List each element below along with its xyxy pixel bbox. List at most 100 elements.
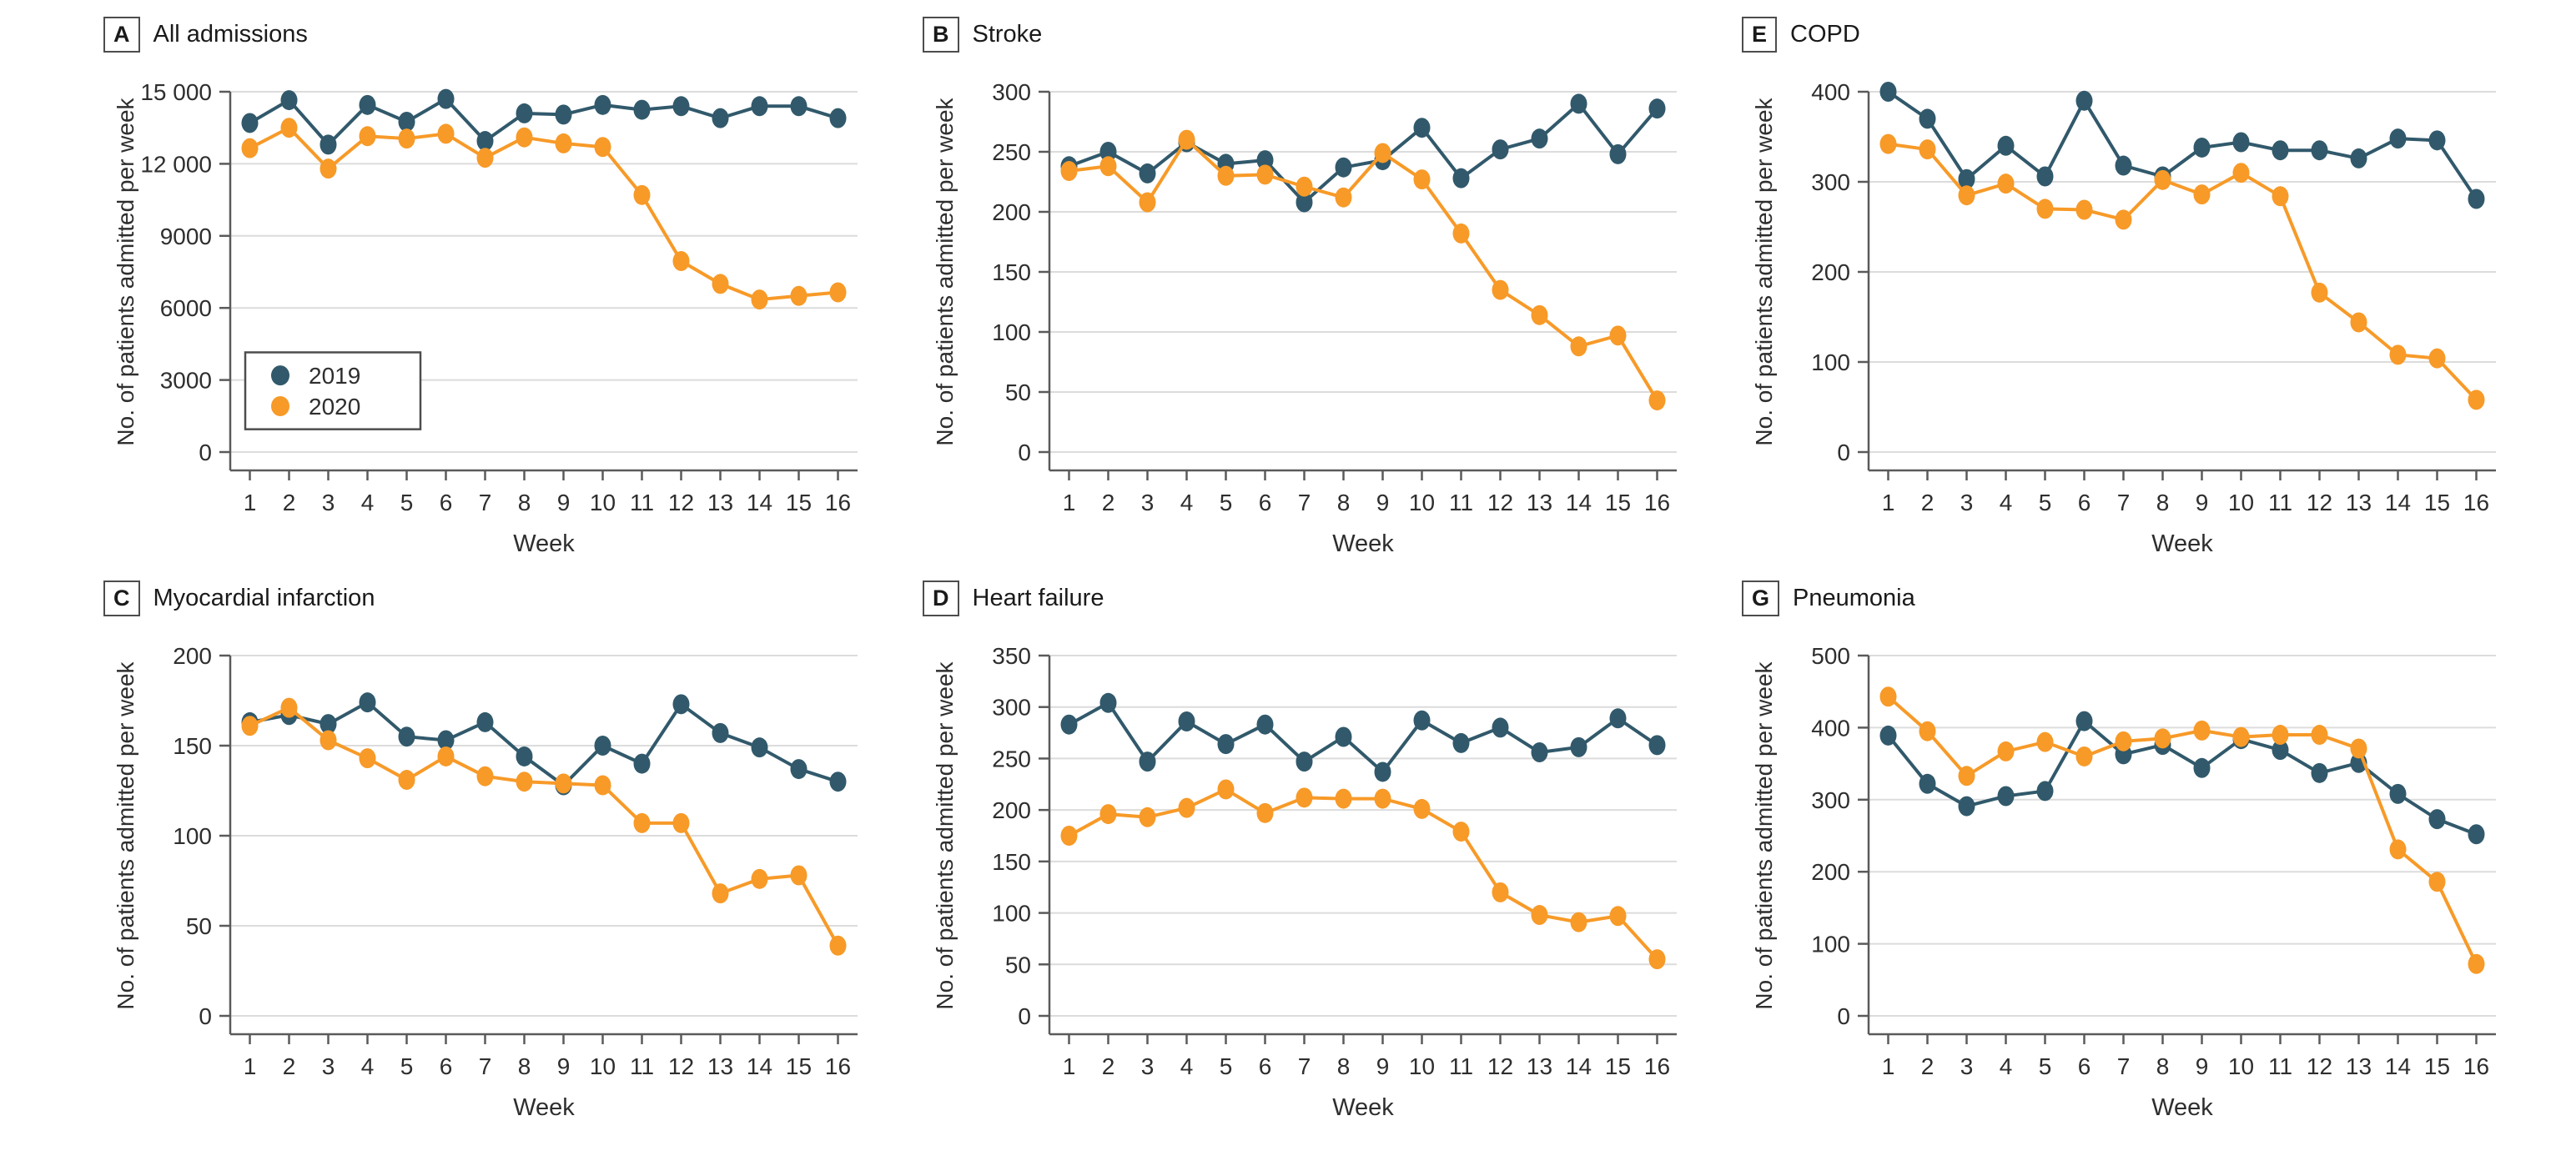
- panel-title: Heart failure: [972, 584, 1104, 611]
- svg-text:350: 350: [992, 643, 1031, 669]
- svg-text:100: 100: [992, 319, 1031, 345]
- svg-text:3: 3: [1141, 490, 1155, 515]
- svg-text:13: 13: [2346, 1053, 2372, 1079]
- svg-text:8: 8: [1337, 490, 1351, 515]
- svg-text:150: 150: [173, 733, 212, 759]
- svg-text:16: 16: [825, 1053, 851, 1079]
- svg-text:15: 15: [2424, 1053, 2450, 1079]
- svg-text:4: 4: [2000, 1053, 2013, 1079]
- svg-text:10: 10: [2228, 1053, 2254, 1079]
- svg-text:200: 200: [173, 643, 212, 669]
- svg-text:14: 14: [2385, 1053, 2411, 1079]
- panel-letter-badge: D: [923, 580, 959, 616]
- svg-text:3: 3: [322, 1053, 335, 1079]
- svg-text:0: 0: [1837, 440, 1850, 465]
- svg-text:12 000: 12 000: [140, 151, 212, 177]
- svg-text:5: 5: [1220, 490, 1233, 515]
- svg-text:9: 9: [2196, 490, 2209, 515]
- svg-text:12: 12: [1487, 490, 1513, 515]
- svg-text:2: 2: [1102, 1053, 1115, 1079]
- panel-title: COPD: [1790, 20, 1860, 48]
- svg-text:4: 4: [1180, 490, 1194, 515]
- y-axis-label: No. of patients admitted per week: [1751, 661, 1777, 1009]
- svg-text:250: 250: [992, 746, 1031, 771]
- svg-text:500: 500: [1811, 643, 1850, 669]
- svg-text:16: 16: [1644, 1053, 1670, 1079]
- svg-text:6: 6: [1259, 490, 1272, 515]
- svg-text:300: 300: [992, 695, 1031, 721]
- panel-letter-badge: A: [103, 16, 140, 53]
- svg-text:100: 100: [992, 901, 1031, 927]
- x-axis-label: Week: [2151, 530, 2213, 557]
- legend-box: [244, 351, 422, 430]
- svg-text:5: 5: [2039, 1053, 2052, 1079]
- svg-text:8: 8: [2156, 1053, 2170, 1079]
- svg-text:6: 6: [2078, 1053, 2091, 1079]
- svg-text:13: 13: [707, 490, 733, 515]
- svg-text:11: 11: [630, 1053, 654, 1079]
- svg-text:13: 13: [1527, 490, 1552, 515]
- svg-text:10: 10: [590, 490, 616, 515]
- svg-text:1: 1: [1063, 490, 1076, 515]
- svg-text:9: 9: [2196, 1053, 2209, 1079]
- svg-text:15: 15: [1605, 490, 1631, 515]
- svg-text:11: 11: [630, 490, 654, 515]
- svg-text:0: 0: [1018, 1003, 1031, 1029]
- svg-text:12: 12: [2307, 490, 2332, 515]
- svg-text:5: 5: [400, 490, 414, 515]
- legend-marker-2020: [271, 395, 289, 416]
- svg-text:12: 12: [1487, 1053, 1513, 1079]
- svg-text:15: 15: [2424, 490, 2450, 515]
- panel-d-heart-failure: D Heart failure 0 50 100 150 200 250 300 350 1 2 3…: [916, 579, 1700, 1121]
- svg-text:2: 2: [1921, 1053, 1935, 1079]
- svg-text:9: 9: [1376, 490, 1390, 515]
- svg-text:3: 3: [1960, 490, 1974, 515]
- svg-text:12: 12: [668, 490, 694, 515]
- y-axis-label: No. of patients admitted per week: [113, 97, 138, 445]
- svg-text:7: 7: [2117, 1053, 2131, 1079]
- svg-text:2: 2: [1921, 490, 1935, 515]
- svg-text:7: 7: [479, 490, 492, 515]
- svg-text:4: 4: [1180, 1053, 1194, 1079]
- svg-text:150: 150: [992, 849, 1031, 875]
- svg-text:12: 12: [2307, 1053, 2332, 1079]
- svg-text:50: 50: [186, 913, 212, 939]
- panel-title: Stroke: [972, 20, 1043, 48]
- svg-text:100: 100: [1811, 349, 1850, 375]
- svg-text:14: 14: [747, 490, 772, 515]
- svg-text:200: 200: [992, 797, 1031, 823]
- svg-text:9: 9: [1376, 1053, 1390, 1079]
- panel-a-all-admissions: A All admissions 0 3000 6000 9000 12 000 15 0…: [97, 15, 881, 557]
- svg-text:11: 11: [1449, 1053, 1473, 1079]
- svg-text:13: 13: [707, 1053, 733, 1079]
- panel-c-myocardial-infarction: C Myocardial infarction 0 50 100 150 200 1 2 3 4…: [97, 579, 881, 1121]
- panel-header: B Stroke: [916, 15, 1700, 53]
- panel-g-pneumonia: G Pneumonia 0 100 200 300 400 500 1 2 3 4 5 6 7 8 9 10 1…: [1735, 579, 2519, 1121]
- svg-text:13: 13: [2346, 490, 2372, 515]
- panel-title: All admissions: [153, 20, 308, 48]
- svg-text:3: 3: [1141, 1053, 1155, 1079]
- x-axis-label: Week: [513, 1094, 575, 1121]
- svg-text:9: 9: [557, 490, 571, 515]
- panel-title: Myocardial infarction: [153, 584, 375, 611]
- svg-text:400: 400: [1811, 715, 1850, 741]
- x-axis-label: Week: [1332, 1094, 1394, 1121]
- svg-text:5: 5: [400, 1053, 414, 1079]
- svg-text:7: 7: [2117, 490, 2131, 515]
- svg-text:200: 200: [1811, 859, 1850, 885]
- panel-header: G Pneumonia: [1735, 579, 2519, 617]
- x-axis-label: Week: [1332, 530, 1394, 557]
- svg-text:14: 14: [1566, 1053, 1592, 1079]
- svg-text:4: 4: [2000, 490, 2013, 515]
- svg-text:16: 16: [1644, 490, 1670, 515]
- svg-text:1: 1: [1882, 1053, 1895, 1079]
- svg-text:5: 5: [1220, 1053, 1233, 1079]
- legend-marker-2019: [271, 365, 289, 386]
- svg-text:15 000: 15 000: [140, 79, 212, 105]
- panel-letter-badge: G: [1742, 580, 1780, 616]
- svg-text:300: 300: [1811, 787, 1850, 813]
- svg-text:100: 100: [173, 823, 212, 849]
